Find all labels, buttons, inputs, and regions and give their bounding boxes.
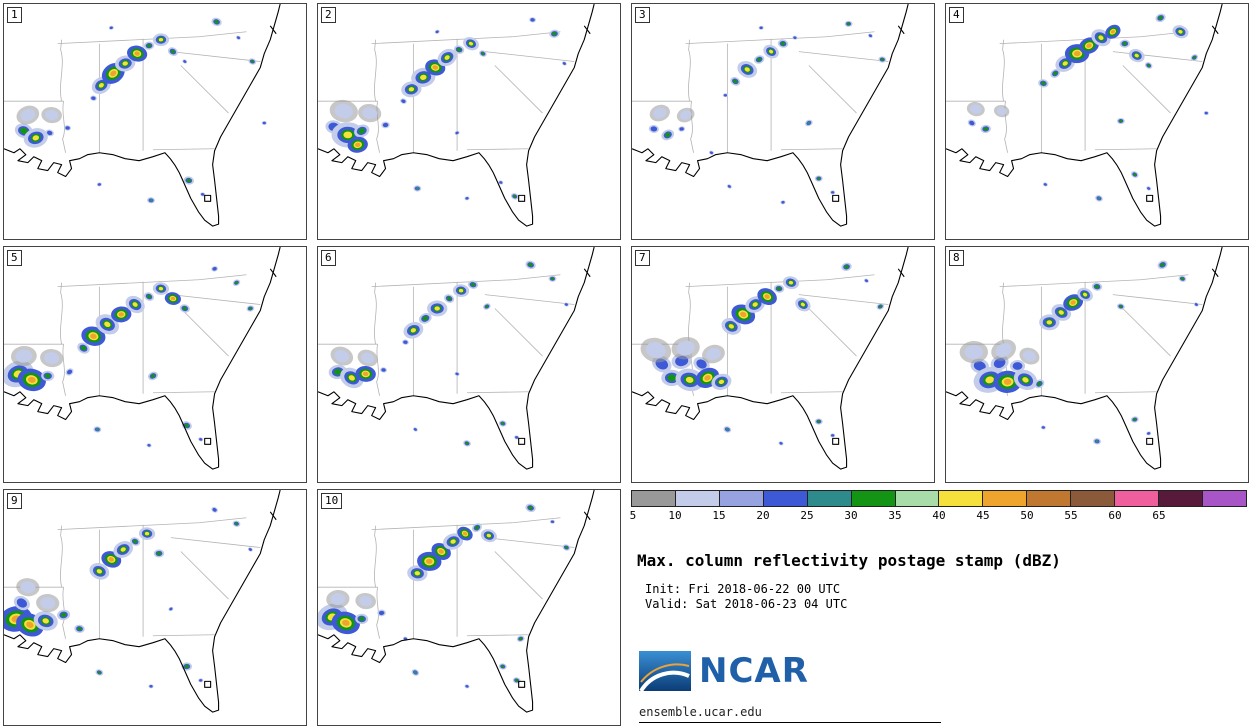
member-number: 1 [7, 7, 22, 23]
colorbar-ticks: 5 10 15 20 25 30 35 40 45 50 55 60 65 [629, 509, 1247, 523]
radar-blobs [4, 266, 255, 448]
radar-blobs [966, 13, 1209, 202]
colorbar-tick-label: 15 [712, 509, 726, 522]
colorbar-tick-label: 60 [1108, 509, 1122, 522]
colorbar-segment [850, 491, 895, 506]
colorbar-segment [982, 491, 1027, 506]
coastline [318, 247, 595, 470]
ensemble-member-panel: 6 [317, 246, 621, 483]
ensemble-member-panel: 7 [631, 246, 935, 483]
radar-blobs [14, 17, 267, 204]
ncar-logo-text: NCAR [699, 651, 809, 691]
coastline [946, 247, 1223, 470]
ensemble-member-panel: 5 [3, 246, 307, 483]
ensemble-member-panel: 2 [317, 3, 621, 240]
colorbar-segment [1201, 491, 1246, 506]
ensemble-member-panel: 9 [3, 489, 307, 726]
lake-okeechobee [832, 194, 840, 202]
ncar-logo-icon [639, 651, 691, 693]
colorbar-segment [1158, 491, 1202, 506]
colorbar-segment [894, 491, 939, 506]
lake-okeechobee [518, 437, 526, 445]
lake-okeechobee [518, 680, 526, 688]
colorbar-tick-label: 45 [976, 509, 990, 522]
ensemble-member-panel: 4 [945, 3, 1249, 240]
colorbar-segment [718, 491, 763, 506]
lake-okeechobee [204, 680, 212, 688]
colorbar-tick-label: 30 [844, 509, 858, 522]
lake-okeechobee [1146, 194, 1154, 202]
colorbar [631, 490, 1247, 507]
state-borders [318, 517, 575, 639]
coastline [4, 490, 281, 713]
radar-blobs [318, 503, 571, 689]
colorbar-tick-label: 10 [668, 509, 682, 522]
colorbar-segment [806, 491, 851, 506]
member-number: 4 [949, 7, 964, 23]
colorbar-segment [674, 491, 719, 506]
site-url: ensemble.ucar.edu [639, 705, 941, 723]
valid-time: Valid: Sat 2018-06-23 04 UTC [645, 597, 848, 611]
member-number: 2 [321, 7, 336, 23]
coastline [632, 4, 909, 227]
radar-blobs [328, 260, 569, 447]
member-number: 7 [635, 250, 650, 266]
colorbar-segment [938, 491, 983, 506]
state-borders [4, 517, 261, 639]
lake-okeechobee [204, 437, 212, 445]
coastline [4, 247, 281, 470]
radar-blobs [648, 20, 887, 205]
chart-title: Max. column reflectivity postage stamp (… [637, 551, 1061, 570]
colorbar-tick-label: 40 [932, 509, 946, 522]
ncar-logo-block: NCAR [639, 649, 809, 693]
coastline [946, 4, 1223, 227]
member-number: 10 [321, 493, 343, 509]
lake-okeechobee [204, 194, 212, 202]
colorbar-segment [1070, 491, 1115, 506]
colorbar-segment [762, 491, 807, 506]
state-borders [318, 274, 575, 396]
colorbar-tick-label: 50 [1020, 509, 1034, 522]
radar-blobs [959, 260, 1199, 445]
lake-okeechobee [832, 437, 840, 445]
legend: 5 10 15 20 25 30 35 40 45 50 55 60 65 Max. column re… [629, 489, 1249, 726]
lake-okeechobee [518, 194, 526, 202]
member-number: 5 [7, 250, 22, 266]
radar-blobs [640, 262, 885, 446]
colorbar-tick-label: 55 [1064, 509, 1078, 522]
ensemble-member-panel: 8 [945, 246, 1249, 483]
member-number: 3 [635, 7, 650, 23]
coastline [4, 4, 281, 227]
init-time: Init: Fri 2018-06-22 00 UTC [645, 582, 841, 596]
colorbar-segment [1114, 491, 1159, 506]
colorbar-tick-label: 25 [800, 509, 814, 522]
ensemble-member-panel: 1 [3, 3, 307, 240]
radar-blobs [4, 507, 253, 689]
coastline [632, 247, 909, 470]
colorbar-tick-label: 35 [888, 509, 902, 522]
coastline [318, 4, 595, 227]
member-number: 6 [321, 250, 336, 266]
colorbar-segment [1026, 491, 1071, 506]
lake-okeechobee [1146, 437, 1154, 445]
colorbar-segment [632, 491, 675, 506]
coastline [318, 490, 595, 713]
colorbar-tick-label: 5 [629, 509, 637, 522]
ensemble-member-panel: 3 [631, 3, 935, 240]
colorbar-tick-label: 20 [756, 509, 770, 522]
colorbar-tick-label: 65 [1152, 509, 1166, 522]
state-borders [946, 31, 1203, 153]
member-number: 8 [949, 250, 964, 266]
radar-blobs [325, 17, 567, 201]
state-borders [4, 274, 261, 396]
ensemble-member-panel: 10 [317, 489, 621, 726]
member-number: 9 [7, 493, 22, 509]
